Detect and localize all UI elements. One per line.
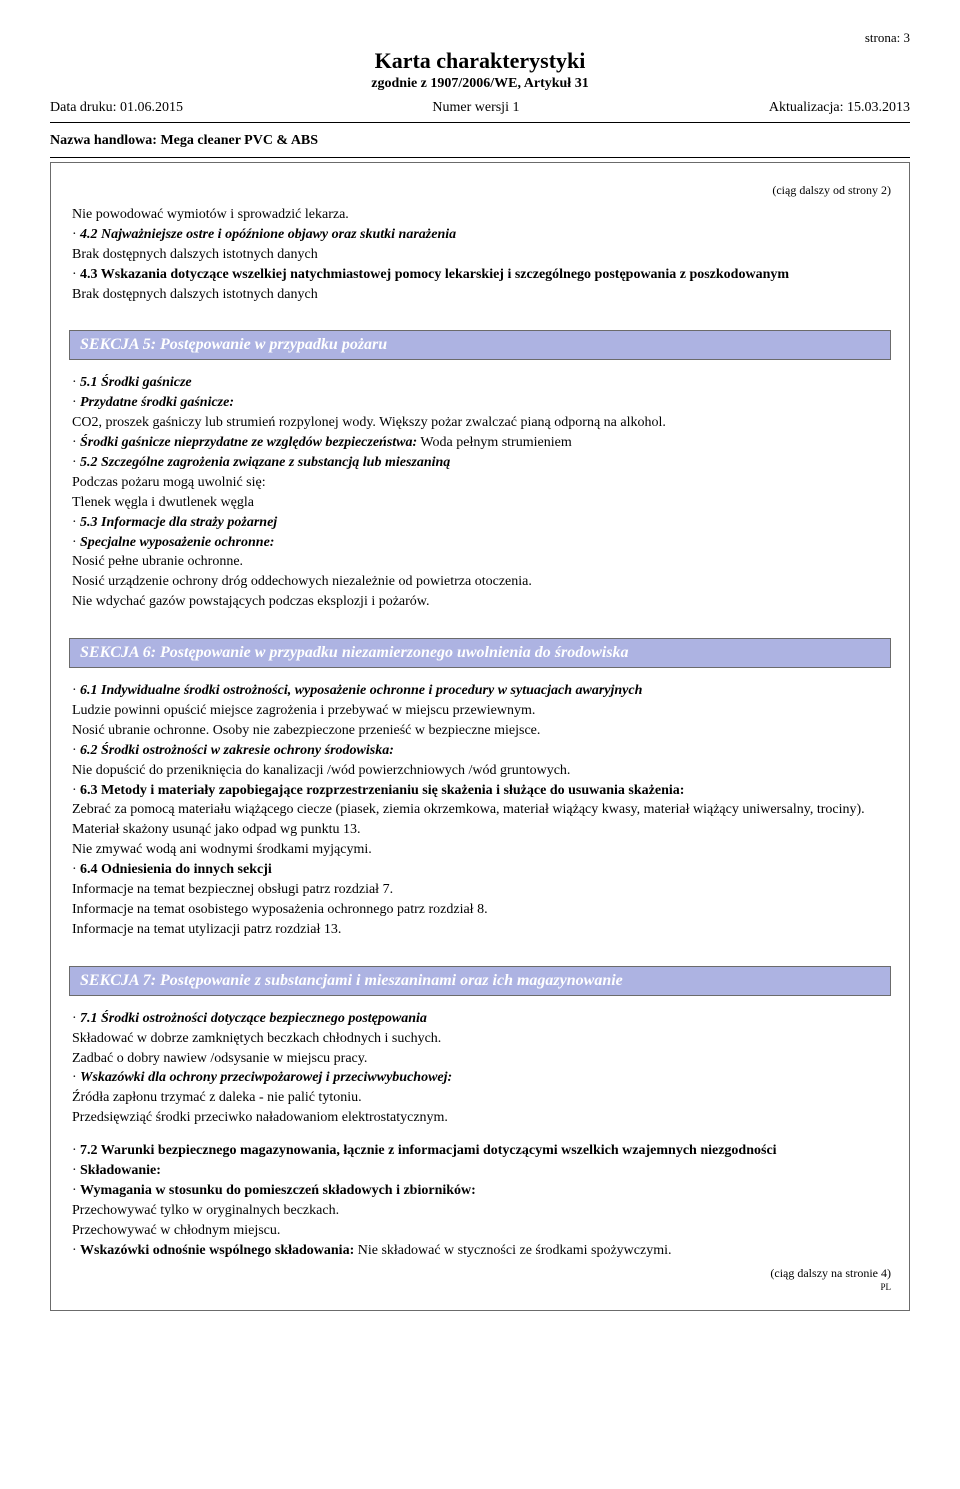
body-text: Przechowywać tylko w oryginalnych beczka… — [72, 1203, 339, 1218]
continued-from: (ciąg dalszy od strony 2) — [69, 183, 891, 198]
subheading: Wymagania w stosunku do pomieszczeń skła… — [80, 1183, 476, 1198]
body-text: Zebrać za pomocą materiału wiążącego cie… — [72, 802, 865, 817]
update-date: Aktualizacja: 15.03.2013 — [769, 100, 910, 116]
footer-marker: PL — [69, 1282, 891, 1292]
heading-5-1: 5.1 Środki gaśnicze — [80, 375, 192, 390]
subheading: Wskazówki odnośnie wspólnego składowania… — [80, 1243, 354, 1258]
heading-6-3: 6.3 Metody i materiały zapobiegające roz… — [80, 783, 684, 798]
section-6-header: SEKCJA 6: Postępowanie w przypadku nieza… — [69, 638, 891, 668]
document-title: Karta charakterystyki — [50, 48, 910, 74]
heading-7-1: 7.1 Środki ostrożności dotyczące bezpiec… — [80, 1011, 427, 1026]
body-text: Materiał skażony usunąć jako odpad wg pu… — [72, 822, 361, 837]
body-text: Nie wdychać gazów powstających podczas e… — [72, 594, 430, 609]
divider — [50, 122, 910, 123]
body-text: Zadbać o dobry nawiew /odsysanie w miejs… — [72, 1051, 367, 1066]
subheading: Wskazówki dla ochrony przeciwpożarowej i… — [80, 1070, 452, 1085]
section-5-body: ·5.1 Środki gaśnicze ·Przydatne środki g… — [69, 374, 891, 612]
page-number: strona: 3 — [50, 30, 910, 46]
body-text: Nie składować w styczności ze środkami s… — [354, 1243, 671, 1258]
body-text: Nosić pełne ubranie ochronne. — [72, 554, 243, 569]
continued-on: (ciąg dalszy na stronie 4) — [69, 1266, 891, 1281]
body-text: Tlenek węgla i dwutlenek węgla — [72, 495, 254, 510]
section-6-body: ·6.1 Indywidualne środki ostrożności, wy… — [69, 682, 891, 940]
body-text: Źródła zapłonu trzymać z daleka - nie pa… — [72, 1090, 362, 1105]
trade-name: Nazwa handlowa: Mega cleaner PVC & ABS — [50, 133, 910, 149]
body-text: Składować w dobrze zamkniętych beczkach … — [72, 1031, 441, 1046]
body-text: Brak dostępnych dalszych istotnych danyc… — [72, 287, 318, 302]
section-7-body: ·7.1 Środki ostrożności dotyczące bezpie… — [69, 1010, 891, 1261]
heading-4-3: 4.3 Wskazania dotyczące wszelkiej natych… — [80, 267, 789, 282]
subheading: Specjalne wyposażenie ochronne: — [80, 535, 274, 550]
heading-5-3: 5.3 Informacje dla straży pożarnej — [80, 515, 277, 530]
body-text: Podczas pożaru mogą uwolnić się: — [72, 475, 266, 490]
heading-7-2: 7.2 Warunki bezpiecznego magazynowania, … — [80, 1143, 777, 1158]
heading-6-2: 6.2 Środki ostrożności w zakresie ochron… — [80, 743, 394, 758]
body-text: Przechowywać w chłodnym miejscu. — [72, 1223, 280, 1238]
section-5-header: SEKCJA 5: Postępowanie w przypadku pożar… — [69, 330, 891, 360]
heading-4-2: 4.2 Najważniejsze ostre i opóźnione obja… — [80, 227, 456, 242]
subheading: Przydatne środki gaśnicze: — [80, 395, 234, 410]
heading-5-2: 5.2 Szczególne zagrożenia związane z sub… — [80, 455, 450, 470]
body-text: Nosić urządzenie ochrony dróg oddechowyc… — [72, 574, 532, 589]
print-date: Data druku: 01.06.2015 — [50, 100, 183, 116]
body-text: Nie powodować wymiotów i sprowadzić leka… — [72, 207, 349, 222]
body-text: CO2, proszek gaśniczy lub strumień rozpy… — [72, 415, 666, 430]
document-subtitle: zgodnie z 1907/2006/WE, Artykuł 31 — [50, 76, 910, 92]
divider — [50, 157, 910, 158]
body-text: Nosić ubranie ochronne. Osoby nie zabezp… — [72, 723, 540, 738]
body-text: Przedsięwziąć środki przeciwko naładowan… — [72, 1110, 448, 1125]
body-text: Woda pełnym strumieniem — [417, 435, 572, 450]
body-text: Informacje na temat bezpiecznej obsługi … — [72, 882, 393, 897]
meta-row: Data druku: 01.06.2015 Numer wersji 1 Ak… — [50, 100, 910, 116]
section-4-continued: Nie powodować wymiotów i sprowadzić leka… — [69, 206, 891, 304]
body-text: Informacje na temat osobistego wyposażen… — [72, 902, 488, 917]
body-text: Nie dopuścić do przeniknięcia do kanaliz… — [72, 763, 570, 778]
heading-6-1: 6.1 Indywidualne środki ostrożności, wyp… — [80, 683, 642, 698]
body-text: Nie zmywać wodą ani wodnymi środkami myj… — [72, 842, 372, 857]
version-number: Numer wersji 1 — [432, 100, 519, 116]
body-text: Informacje na temat utylizacji patrz roz… — [72, 922, 341, 937]
page-container: strona: 3 Karta charakterystyki zgodnie … — [0, 0, 960, 1341]
content-box: (ciąg dalszy od strony 2) Nie powodować … — [50, 162, 910, 1311]
heading-6-4: 6.4 Odniesienia do innych sekcji — [80, 862, 272, 877]
body-text: Brak dostępnych dalszych istotnych danyc… — [72, 247, 318, 262]
subheading: Składowanie: — [80, 1163, 161, 1178]
subheading: Środki gaśnicze nieprzydatne ze względów… — [80, 435, 417, 450]
body-text: Ludzie powinni opuścić miejsce zagrożeni… — [72, 703, 535, 718]
section-7-header: SEKCJA 7: Postępowanie z substancjami i … — [69, 966, 891, 996]
